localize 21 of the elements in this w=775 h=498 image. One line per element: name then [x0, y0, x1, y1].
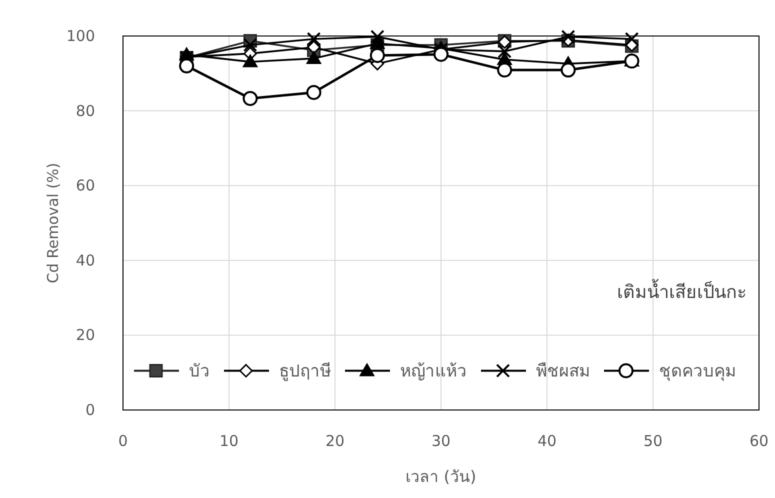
x-tick-label: 40	[537, 432, 557, 450]
legend-label: หญ้าแห้ว	[400, 362, 467, 382]
x-tick-label: 20	[325, 432, 345, 450]
x-tick-label: 60	[749, 432, 769, 450]
x-tick-label: 10	[219, 432, 239, 450]
legend-label: พืชผสม	[536, 362, 590, 382]
x-axis-title: เวลา (วัน)	[406, 467, 476, 486]
y-tick-label: 40	[76, 251, 95, 270]
x-tick-label: 0	[118, 432, 128, 450]
legend-label: บัว	[189, 362, 210, 382]
y-tick-label: 20	[76, 326, 95, 344]
y-tick-label: 80	[76, 102, 95, 120]
y-tick-label: 100	[66, 27, 95, 45]
legend-label: ชุดควบคุม	[659, 362, 736, 382]
annotation: เติมน้ำเสียเป็นกะ	[617, 278, 747, 303]
x-tick-label: 50	[643, 432, 663, 450]
y-tick-label: 60	[76, 176, 95, 195]
y-tick-label: 0	[85, 401, 95, 419]
legend-label: ธูปฤาษี	[279, 362, 331, 382]
y-axis-title: Cd Removal (%)	[44, 162, 62, 284]
x-tick-label: 30	[431, 432, 451, 450]
